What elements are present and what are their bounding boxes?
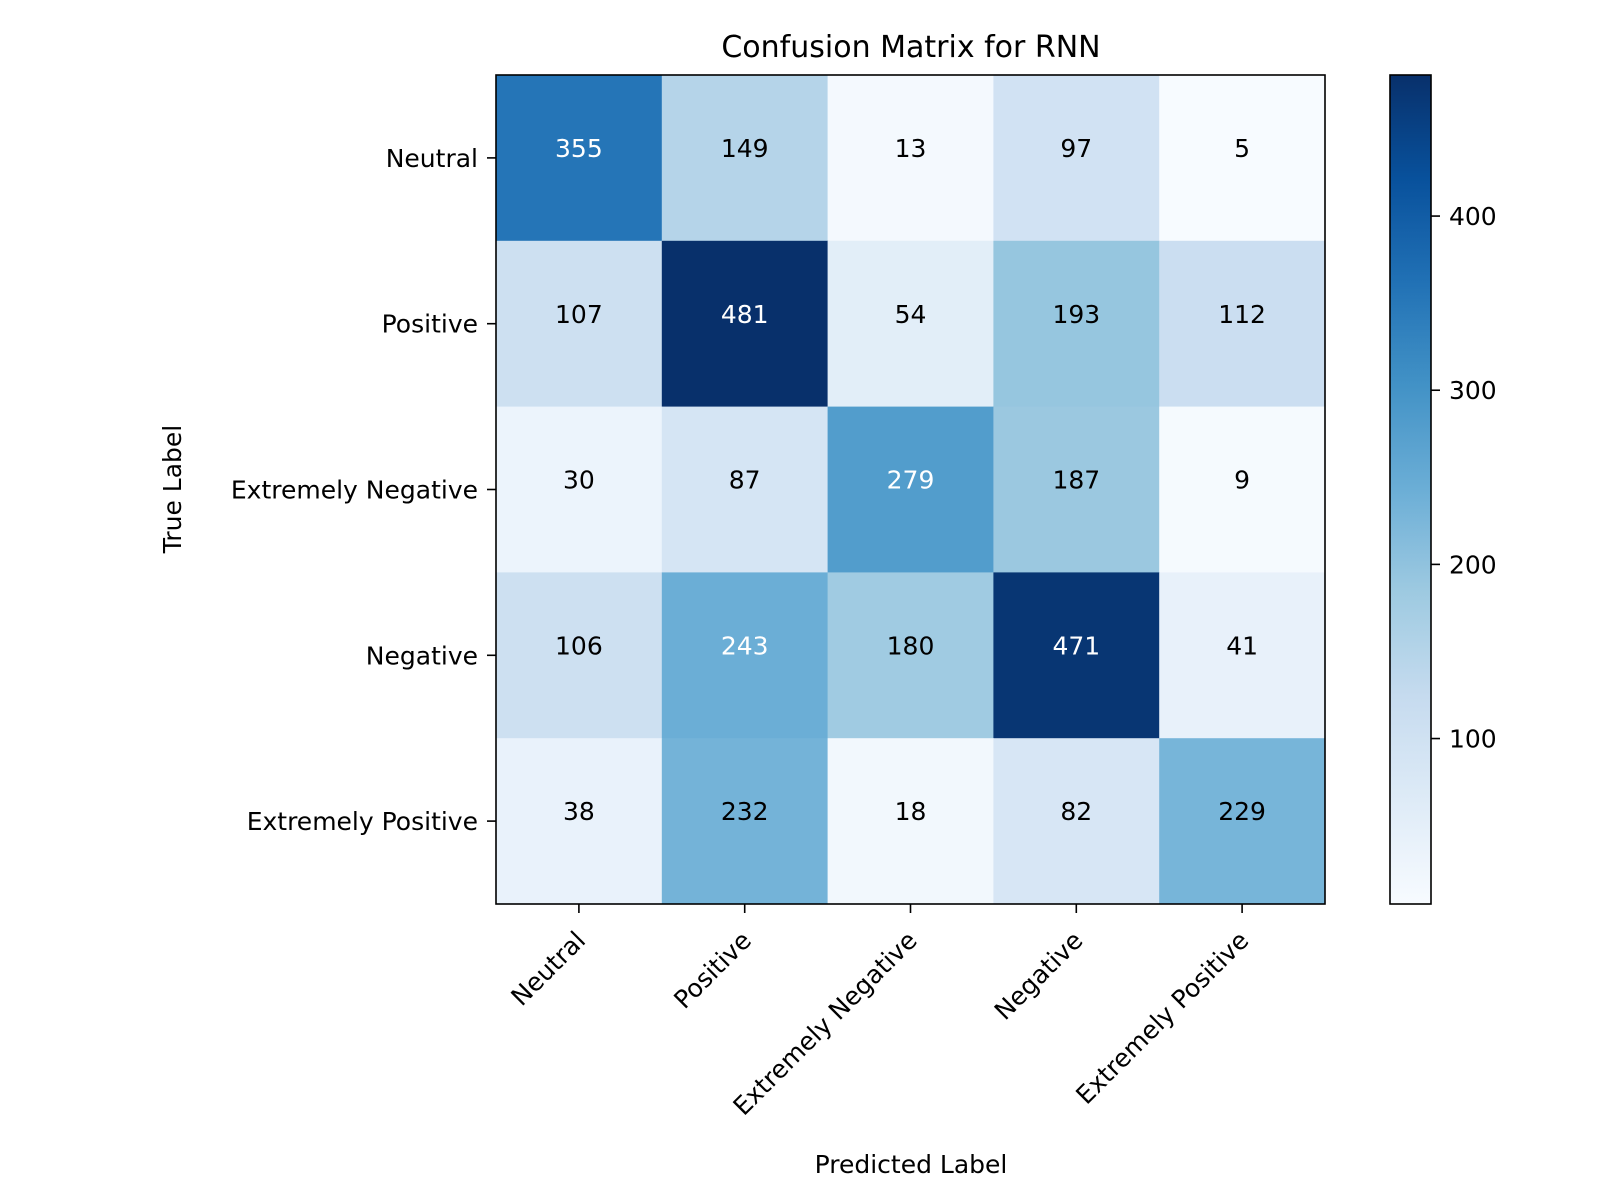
colorbar-tick-label: 100 [1449, 725, 1497, 754]
cell-value-label: 107 [555, 300, 603, 329]
cell-value-label: 87 [729, 466, 761, 495]
cell-value-label: 106 [555, 631, 603, 660]
chart-title: Confusion Matrix for RNN [721, 30, 1100, 65]
colorbar-tick-label: 300 [1449, 376, 1497, 405]
cell-value-label: 30 [563, 466, 595, 495]
cell-value-label: 54 [895, 300, 927, 329]
x-tick-label: Neutral [505, 926, 591, 1012]
heatmap-cell [1159, 406, 1326, 573]
cell-value-label: 180 [887, 631, 935, 660]
heatmap-cell [993, 406, 1160, 573]
cell-value-label: 481 [721, 300, 769, 329]
heatmap-cell [993, 572, 1160, 739]
heatmap-cell [496, 738, 663, 905]
heatmap-cell [661, 406, 829, 573]
heatmap-cell [661, 738, 829, 905]
heatmap-cell [496, 572, 663, 739]
x-tick-label: Positive [668, 926, 757, 1015]
y-tick-label: Extremely Positive [247, 807, 478, 836]
heatmap-cell [1159, 75, 1326, 242]
heatmap-cell [496, 75, 663, 242]
heatmap-cell [1159, 572, 1326, 739]
colorbar-ticks: 100 200 300 400 [1431, 202, 1497, 754]
y-tick-label: Extremely Negative [231, 476, 478, 505]
cell-value-label: 13 [895, 134, 927, 163]
heatmap-cell [496, 240, 663, 408]
x-tick-label: Extremely Positive [1070, 926, 1254, 1110]
x-axis-label: Predicted Label [815, 1150, 1008, 1179]
colorbar-tick-label: 200 [1449, 550, 1497, 579]
colorbar [1389, 74, 1432, 905]
heatmap-cell [661, 240, 829, 408]
heatmap-cell [827, 572, 994, 739]
cell-value-label: 38 [563, 797, 595, 826]
heatmap-cell [661, 75, 829, 242]
cell-value-label: 471 [1052, 631, 1100, 660]
heatmap-cell [993, 240, 1160, 408]
cell-value-label: 41 [1226, 631, 1258, 660]
cell-value-label: 97 [1060, 134, 1092, 163]
cell-value-label: 355 [555, 134, 603, 163]
heatmap-cell [827, 75, 994, 242]
cell-value-label: 193 [1052, 300, 1100, 329]
y-tick-label: Neutral [386, 144, 478, 173]
x-tick-label: Negative [989, 926, 1089, 1026]
cell-value-label: 232 [721, 797, 769, 826]
cell-value-label: 82 [1060, 797, 1092, 826]
heatmap-cell [993, 738, 1160, 905]
cell-value-label: 112 [1218, 300, 1266, 329]
cell-value-label: 243 [721, 631, 769, 660]
y-axis: Neutral Positive Extremely Negative Negativ… [231, 144, 496, 836]
heatmap-cell [1159, 738, 1326, 905]
cell-value-label: 187 [1052, 466, 1100, 495]
cell-value-label: 229 [1218, 797, 1266, 826]
cell-value-label: 9 [1234, 466, 1250, 495]
heatmap-cell [661, 572, 829, 739]
heatmap-cell [827, 406, 994, 573]
heatmap-cell [496, 406, 663, 573]
y-axis-label: True Label [158, 425, 187, 555]
cell-value-label: 5 [1234, 134, 1250, 163]
heatmap-cell [827, 738, 994, 905]
y-tick-label: Negative [366, 641, 478, 670]
heatmap-cell [1159, 240, 1326, 408]
y-tick-label: Positive [382, 310, 478, 339]
cell-value-label: 18 [895, 797, 927, 826]
heatmap-cell-labels: 355 149 13 97 5 107 481 54 193 112 30 87 279 187 9 106 2… [555, 134, 1266, 826]
cell-value-label: 149 [721, 134, 769, 163]
heatmap-cell [827, 240, 994, 408]
cell-value-label: 279 [887, 466, 935, 495]
heatmap-cell [993, 75, 1160, 242]
heatmap-cells [496, 75, 1326, 905]
colorbar-tick-label: 400 [1449, 202, 1497, 231]
x-tick-label: Extremely Negative [727, 926, 922, 1121]
